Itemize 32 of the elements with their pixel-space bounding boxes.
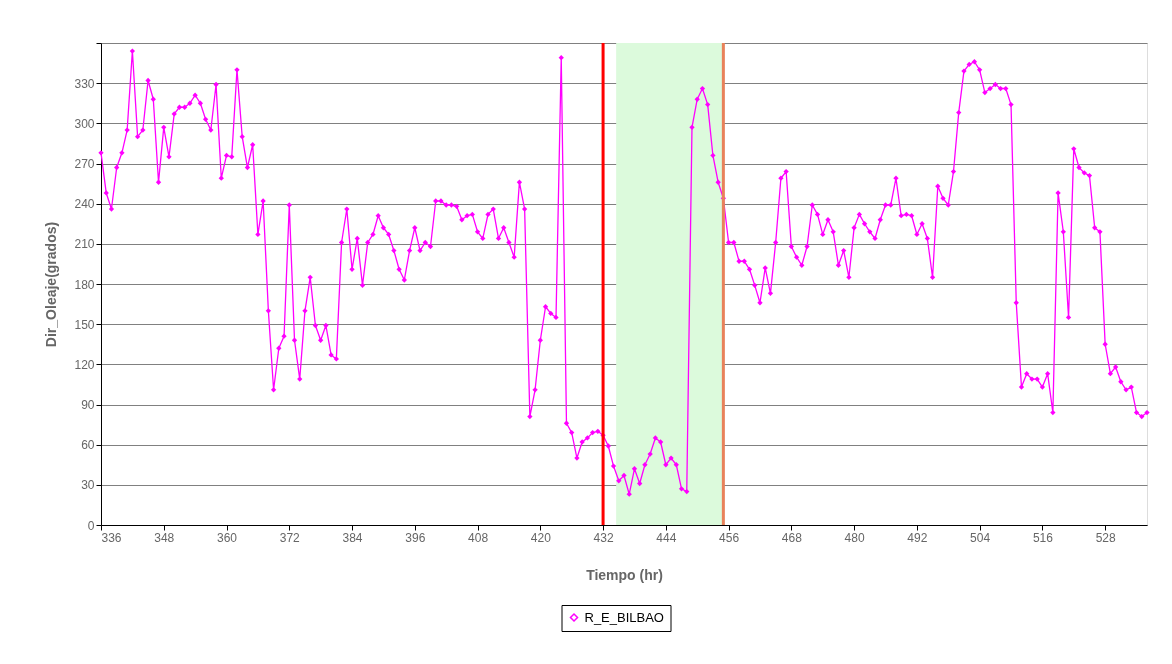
y-tick-label: 30 [81, 478, 95, 493]
y-tick-label: 240 [74, 197, 95, 212]
y-axis-title: Dir_Oleaje(grados) [43, 221, 60, 348]
x-tick-label: 432 [593, 530, 614, 545]
legend-label: R_E_BILBAO [584, 609, 664, 625]
x-tick-label: 528 [1095, 530, 1116, 545]
x-tick-label: 492 [907, 530, 928, 545]
x-tick-label: 336 [101, 530, 122, 545]
x-tick-label: 444 [656, 530, 677, 545]
y-tick-label: 180 [74, 277, 95, 292]
x-tick-label: 516 [1032, 530, 1054, 545]
x-tick-label: 408 [468, 530, 489, 545]
x-tick-label: 468 [781, 530, 803, 545]
y-tick-label: 60 [81, 438, 95, 453]
x-axis-title: Tiempo (hr) [586, 566, 663, 583]
x-tick-label: 456 [719, 530, 740, 545]
x-tick-label: 384 [342, 530, 363, 545]
x-tick-label: 348 [154, 530, 175, 545]
y-tick-label: 270 [74, 157, 95, 171]
y-tick-label: 330 [74, 76, 95, 91]
y-tick-label: 150 [74, 317, 95, 332]
x-tick-label: 360 [217, 530, 238, 545]
x-tick-label: 396 [405, 530, 426, 545]
y-tick-label: 210 [74, 237, 95, 252]
y-tick-label: 120 [74, 357, 95, 372]
x-tick-label: 480 [844, 530, 865, 545]
x-tick-label: 504 [970, 530, 991, 545]
x-tick-label: 372 [279, 530, 301, 545]
y-tick-label: 90 [81, 398, 95, 412]
y-tick-label: 0 [87, 518, 95, 533]
y-tick-label: 300 [74, 116, 95, 131]
x-tick-label: 420 [530, 530, 552, 545]
